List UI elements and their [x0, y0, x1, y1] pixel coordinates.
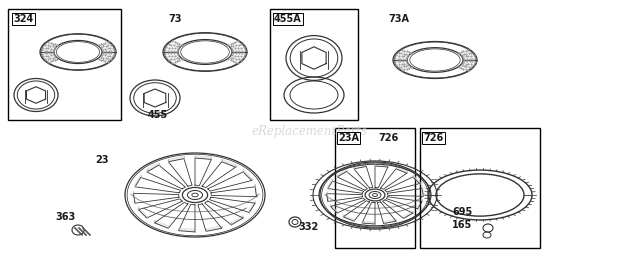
Text: 695: 695 — [452, 207, 472, 217]
Polygon shape — [418, 199, 422, 209]
Polygon shape — [330, 204, 337, 213]
Polygon shape — [404, 211, 413, 218]
Polygon shape — [327, 192, 328, 201]
Polygon shape — [396, 167, 407, 173]
Polygon shape — [384, 219, 396, 224]
Bar — [335, 128, 415, 248]
Text: 363: 363 — [55, 212, 75, 222]
Polygon shape — [154, 220, 168, 228]
Polygon shape — [179, 228, 195, 232]
Polygon shape — [195, 155, 211, 159]
Polygon shape — [147, 163, 159, 172]
Text: eReplacementParts: eReplacementParts — [252, 125, 368, 139]
Polygon shape — [133, 191, 135, 203]
Text: 73A: 73A — [388, 14, 409, 24]
Polygon shape — [328, 179, 332, 189]
Text: 726: 726 — [378, 133, 398, 143]
Text: 332: 332 — [298, 222, 318, 232]
Polygon shape — [255, 184, 257, 197]
Polygon shape — [135, 175, 141, 187]
Polygon shape — [138, 207, 147, 218]
Polygon shape — [354, 164, 366, 169]
Text: 455: 455 — [148, 110, 168, 120]
Polygon shape — [243, 169, 252, 180]
Text: 324: 324 — [13, 14, 33, 24]
Polygon shape — [413, 175, 420, 183]
Text: 455A: 455A — [274, 14, 302, 24]
Polygon shape — [375, 164, 388, 167]
Text: 23A: 23A — [338, 133, 359, 143]
Text: 23: 23 — [95, 155, 108, 165]
Polygon shape — [231, 216, 243, 225]
Polygon shape — [362, 221, 375, 224]
Polygon shape — [337, 170, 347, 177]
Polygon shape — [422, 187, 423, 196]
Bar — [420, 128, 540, 248]
Polygon shape — [249, 201, 255, 213]
Text: 726: 726 — [423, 133, 443, 143]
Bar — [8, 9, 121, 120]
Polygon shape — [222, 159, 236, 167]
Polygon shape — [168, 156, 184, 162]
Polygon shape — [206, 226, 222, 231]
Text: 73: 73 — [168, 14, 182, 24]
Polygon shape — [343, 215, 354, 221]
Text: 165: 165 — [452, 220, 472, 230]
Bar — [270, 9, 358, 120]
